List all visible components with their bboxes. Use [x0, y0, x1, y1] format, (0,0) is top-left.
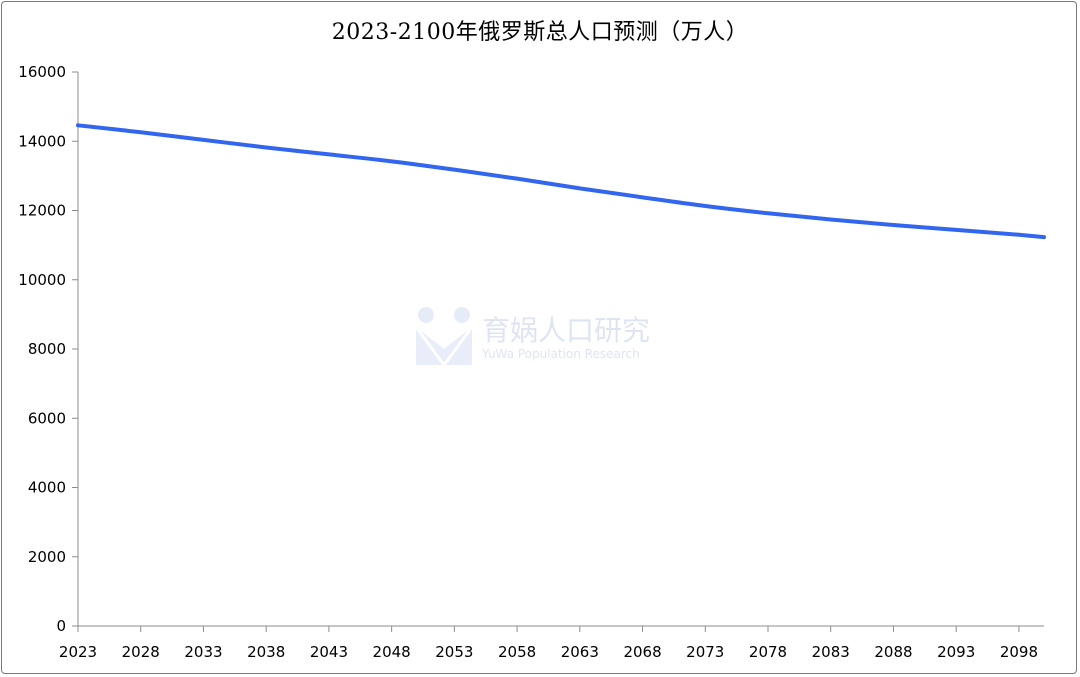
- y-tick-label: 0: [56, 617, 66, 635]
- x-tick-label: 2068: [623, 643, 661, 661]
- x-tick-label: 2088: [874, 643, 912, 661]
- x-tick-label: 2048: [373, 643, 411, 661]
- watermark-subtext: YuWa Population Research: [482, 347, 640, 361]
- y-axis-ticks: 0 2000 4000 6000 8000 10000 12000 14000 16000: [18, 63, 78, 635]
- x-tick-label: 2083: [812, 643, 850, 661]
- x-axis-ticks: 2023 2028 2033 2038 2043 2048 2053 2058 2063 2068…: [59, 626, 1038, 661]
- y-tick-label: 16000: [18, 63, 66, 81]
- y-tick-label: 10000: [18, 271, 66, 289]
- y-tick-label: 12000: [18, 202, 66, 220]
- y-tick-label: 6000: [28, 409, 66, 427]
- series-layer: [76, 123, 1046, 240]
- y-tick-label: 8000: [28, 340, 66, 358]
- x-tick-label: 2078: [749, 643, 787, 661]
- x-tick-label: 2073: [686, 643, 724, 661]
- y-tick-label: 4000: [28, 479, 66, 497]
- x-tick-label: 2033: [184, 643, 222, 661]
- x-tick-label: 2058: [498, 643, 536, 661]
- x-tick-label: 2053: [435, 643, 473, 661]
- series-line: [76, 123, 1046, 240]
- chart-title: 2023-2100年俄罗斯总人口预测（万人）: [331, 20, 749, 45]
- x-tick-label: 2038: [247, 643, 285, 661]
- x-tick-label: 2023: [59, 643, 97, 661]
- y-tick-label: 2000: [28, 548, 66, 566]
- watermark: 育娲人口研究 YuWa Population Research: [414, 305, 674, 369]
- y-tick-label: 14000: [18, 132, 66, 150]
- watermark-logo-icon: [414, 307, 474, 368]
- x-tick-label: 2063: [561, 643, 599, 661]
- x-tick-label: 2098: [1000, 643, 1038, 661]
- x-tick-label: 2043: [310, 643, 348, 661]
- watermark-text: 育娲人口研究: [482, 314, 651, 347]
- x-tick-label: 2028: [122, 643, 160, 661]
- axes: [77, 72, 1044, 627]
- x-tick-label: 2093: [937, 643, 975, 661]
